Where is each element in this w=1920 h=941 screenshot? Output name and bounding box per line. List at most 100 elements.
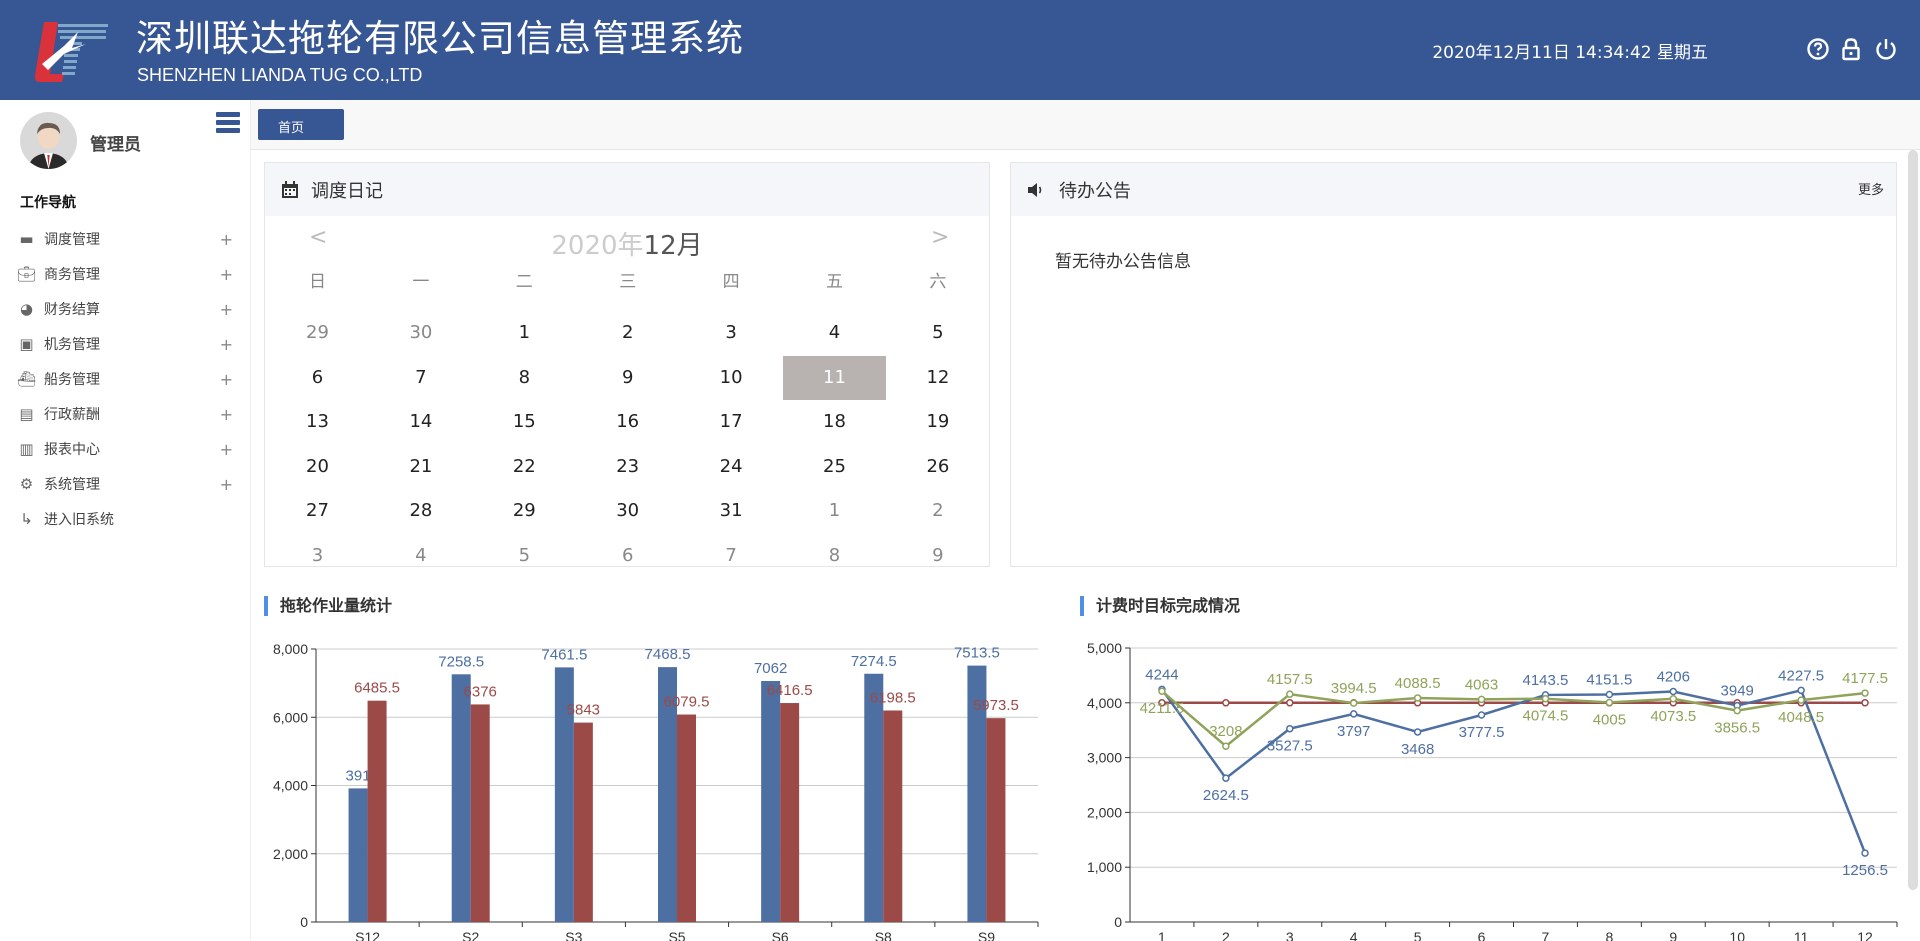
lock-icon[interactable] [1839, 37, 1863, 61]
calendar-day[interactable]: 29 [512, 500, 536, 522]
data-point [1158, 699, 1166, 707]
calendar-day[interactable]: 7 [725, 545, 737, 566]
expand-icon[interactable]: + [219, 264, 233, 284]
nav-title: 工作导航 [20, 195, 76, 211]
calendar-day[interactable]: 23 [616, 455, 640, 477]
sidebar-item-finance[interactable]: ◕ 财务结算 + [18, 294, 233, 324]
data-point [1605, 698, 1614, 707]
calendar-prev-button[interactable]: < [309, 225, 328, 250]
calendar-day[interactable]: 2 [621, 322, 634, 343]
calendar-day[interactable]: 26 [926, 455, 950, 477]
point-data-label: 4088.5 [1395, 675, 1441, 692]
y-tick-label: 8,000 [273, 641, 308, 657]
calendar-day[interactable]: 19 [926, 411, 950, 433]
calendar-day[interactable]: 22 [512, 455, 536, 477]
sidebar-item-dispatch[interactable]: ▬ 调度管理 + [18, 224, 233, 254]
point-data-label: 3797 [1337, 723, 1370, 740]
bar-data-label: 7461.5 [541, 646, 587, 663]
calendar-day[interactable]: 9 [621, 366, 634, 388]
sidebar-item-label: 机务管理 [44, 337, 100, 353]
pie-chart-icon: ◕ [19, 300, 34, 318]
bar-data-label: 6485.5 [354, 680, 400, 697]
calendar-day[interactable]: 25 [823, 455, 846, 477]
y-tick-label: 2,000 [273, 846, 308, 862]
calendar-day[interactable]: 1 [828, 500, 841, 522]
help-icon[interactable] [1806, 37, 1830, 61]
tab-home[interactable]: 首页 [258, 109, 344, 140]
avatar[interactable] [20, 112, 77, 169]
calendar-day[interactable]: 13 [306, 411, 329, 433]
data-point [1861, 699, 1869, 707]
sidebar-item-system[interactable]: ⚙︎ 系统管理 + [18, 469, 233, 499]
point-data-label: 4143.5 [1523, 672, 1569, 689]
sidebar-item-business[interactable]: 💼︎ 商务管理 + [17, 259, 233, 289]
y-tick-label: 3,000 [1087, 750, 1122, 766]
calendar-day[interactable]: 4 [828, 322, 841, 343]
data-point [1158, 687, 1166, 695]
calendar-day[interactable]: 15 [512, 411, 536, 433]
sidebar-item-engineering[interactable]: ▣ 机务管理 + [18, 329, 233, 359]
calendar-day[interactable]: 9 [932, 545, 944, 566]
calendar-day[interactable]: 6 [311, 366, 324, 388]
calendar-day[interactable]: 3 [725, 322, 737, 343]
expand-icon[interactable]: + [219, 334, 233, 354]
calendar-day[interactable]: 24 [719, 455, 743, 477]
calendar-day[interactable]: 21 [409, 455, 433, 477]
bar-data-label: 7468.5 [645, 646, 691, 663]
calendar-day[interactable]: 5 [932, 322, 944, 343]
expand-icon[interactable]: + [219, 439, 233, 459]
calendar-day[interactable]: 20 [306, 455, 329, 477]
sidebar-item-shipping[interactable]: ⛴︎ 船务管理 + [17, 364, 233, 394]
calendar-day[interactable]: 29 [306, 322, 329, 343]
calendar-day[interactable]: 4 [415, 545, 427, 566]
calendar-day[interactable]: 3 [311, 545, 324, 566]
expand-icon[interactable]: + [219, 474, 233, 494]
calendar-day[interactable]: 11 [783, 355, 886, 400]
bar-data-label: 7258.5 [438, 653, 484, 670]
calendar-day[interactable]: 8 [518, 366, 531, 388]
power-icon[interactable] [1874, 37, 1898, 61]
data-point [1861, 849, 1869, 857]
bar [573, 722, 593, 922]
calendar-day[interactable]: 17 [719, 411, 743, 433]
expand-icon[interactable]: + [219, 229, 233, 249]
x-tick-label: S3 [565, 929, 582, 941]
calendar-day[interactable]: 14 [409, 411, 433, 433]
app-title: 深圳联达拖轮有限公司信息管理系统 [136, 17, 744, 60]
bar [348, 788, 368, 922]
sidebar-item-admin-salary[interactable]: ▤ 行政薪酬 + [18, 399, 233, 429]
more-link[interactable]: 更多 [1857, 183, 1884, 198]
calendar-day[interactable]: 28 [409, 500, 433, 522]
calendar-day[interactable]: 16 [616, 411, 640, 433]
sidebar-item-old-system[interactable]: ↳ 进入旧系统 [18, 504, 233, 534]
data-point [1861, 689, 1869, 697]
app-header: 深圳联达拖轮有限公司信息管理系统 SHENZHEN LIANDA TUG CO.… [0, 0, 1920, 100]
calendar-day[interactable]: 2 [932, 500, 944, 522]
expand-icon[interactable]: + [219, 404, 233, 424]
menu-toggle-icon[interactable] [216, 112, 240, 134]
calendar-day[interactable]: 10 [719, 366, 743, 388]
x-tick-label: S9 [978, 929, 995, 941]
point-data-label: 4244 [1145, 666, 1178, 683]
calendar-next-button[interactable]: > [931, 225, 950, 250]
calendar-day[interactable]: 1 [518, 322, 531, 343]
data-point [1349, 710, 1358, 718]
calendar-day[interactable]: 27 [306, 500, 329, 522]
calendar-day[interactable]: 12 [926, 366, 950, 388]
calendar-day[interactable]: 6 [621, 545, 634, 566]
calendar-day[interactable]: 31 [719, 500, 743, 522]
vertical-scrollbar[interactable] [1908, 150, 1918, 890]
calendar-day[interactable]: 5 [518, 545, 531, 566]
calendar-day[interactable]: 18 [823, 411, 846, 433]
point-data-label: 4151.5 [1586, 671, 1632, 688]
expand-icon[interactable]: + [219, 369, 233, 389]
calendar-day[interactable]: 30 [616, 500, 640, 522]
calendar-day[interactable]: 8 [828, 545, 841, 566]
bar [986, 718, 1006, 922]
calendar-day[interactable]: 30 [409, 322, 433, 343]
sidebar-item-reports[interactable]: ▥ 报表中心 + [18, 434, 233, 464]
y-tick-label: 0 [1114, 914, 1122, 930]
expand-icon[interactable]: + [219, 299, 233, 319]
calendar-day[interactable]: 7 [415, 366, 427, 388]
table-icon: ▬ [19, 230, 34, 248]
